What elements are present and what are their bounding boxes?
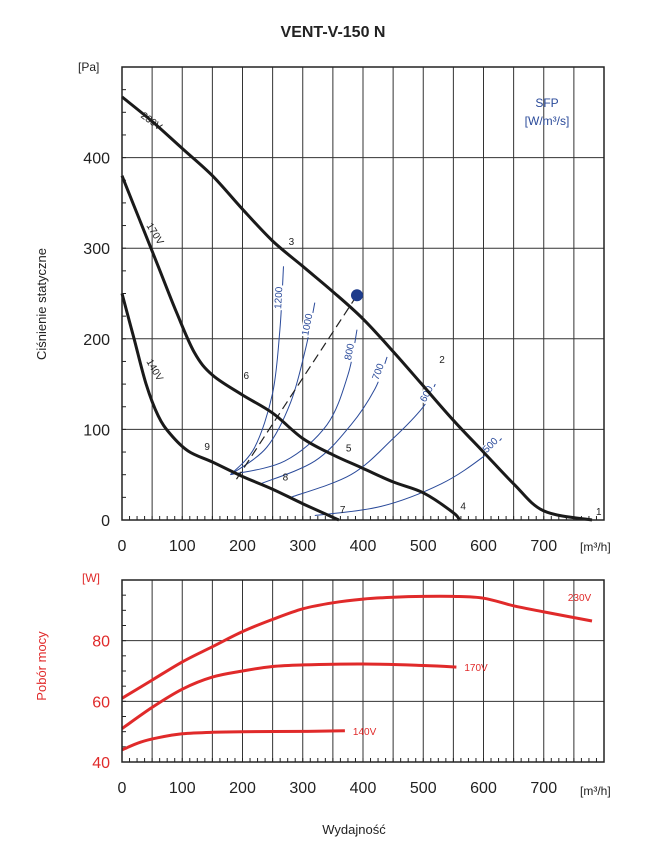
sfp-label-bg [300, 311, 316, 338]
x-tick-label: 100 [169, 538, 196, 555]
y-tick-label: 100 [83, 422, 110, 439]
y-tick-label: 200 [83, 332, 110, 349]
sfp-label-bg [370, 360, 388, 383]
power-unit: [W] [82, 571, 100, 585]
x-axis-label: Wydajność [322, 822, 386, 837]
fan-curve-140V [120, 293, 340, 522]
pressure-y-tick-labels: 0 100 200 300 400 [83, 151, 110, 530]
pressure-x-tick-labels: 0 100 200 300 400 500 600 700 [118, 538, 558, 555]
power-curve-label: 230V [568, 593, 592, 604]
power-curve-170V [121, 662, 457, 730]
x-tick-label: 500 [410, 780, 437, 797]
power-series: 230V 170V 140V [121, 593, 593, 752]
x-tick-label: 0 [118, 780, 127, 797]
x-tick-label: 700 [530, 780, 557, 797]
y-tick-label: 80 [92, 634, 110, 651]
sfp-label-bg [342, 341, 358, 363]
sfp-curve-500 [314, 438, 502, 516]
power-curve-label: 170V [464, 663, 488, 674]
pressure-grid [122, 67, 604, 520]
sfp-label-bg [417, 383, 437, 406]
x-tick-label: 400 [350, 538, 377, 555]
pressure-x-unit: [m³/h] [580, 540, 611, 554]
operating-point-label: 6 [243, 371, 249, 382]
x-tick-label: 200 [229, 538, 256, 555]
x-tick-label: 400 [350, 780, 377, 797]
x-tick-label: 100 [169, 780, 196, 797]
sfp-label: 1200 [273, 286, 285, 309]
chart-title: VENT-V-150 N [281, 24, 386, 41]
y-tick-label: 300 [83, 241, 110, 258]
fan-curve-label: 140V [144, 357, 165, 383]
working-point-marker [350, 289, 363, 302]
sfp-title: SFP [535, 96, 558, 110]
sfp-label: 1000 [300, 312, 315, 336]
x-tick-label: 600 [470, 780, 497, 797]
power-x-tick-labels: 0 100 200 300 400 500 600 700 [118, 780, 558, 797]
power-chart: 230V 170V 140V 0 100 200 300 400 500 600 700 40 60… [34, 571, 611, 798]
operating-point-label: 4 [460, 502, 466, 513]
pressure-frame [121, 66, 605, 521]
pressure-unit: [Pa] [78, 60, 99, 74]
sfp-label-bg [273, 285, 286, 311]
sfp-label-bg [480, 434, 502, 457]
x-tick-label: 200 [229, 780, 256, 797]
operating-point-label: 7 [340, 505, 346, 516]
power-x-unit: [m³/h] [580, 784, 611, 798]
power-grid [122, 580, 604, 762]
fan-curve-230V [121, 95, 593, 522]
fan-curve-170V [120, 175, 461, 521]
x-tick-label: 300 [289, 780, 316, 797]
power-y-label: Pobór mocy [34, 631, 49, 701]
x-tick-label: 600 [470, 538, 497, 555]
y-tick-label: 400 [83, 151, 110, 168]
operating-point-label: 3 [289, 237, 295, 248]
sfp-curve-1200 [230, 266, 284, 476]
operating-point-label: 5 [346, 444, 352, 455]
x-tick-label: 500 [410, 538, 437, 555]
power-frame [121, 579, 605, 763]
sfp-unit: [W/m³/s] [525, 114, 570, 128]
power-curve-label: 140V [353, 727, 377, 738]
y-tick-label: 40 [92, 755, 110, 772]
x-tick-label: 700 [530, 538, 557, 555]
x-tick-label: 0 [118, 538, 127, 555]
pressure-y-label: Ciśnienie statyczne [34, 248, 49, 360]
operating-point-label: 1 [596, 507, 602, 518]
y-tick-label: 60 [92, 694, 110, 711]
operating-point-label: 2 [439, 355, 445, 366]
operating-point-label: 8 [283, 473, 289, 484]
power-curve-230V [121, 594, 593, 700]
operating-points: 1 2 3 4 5 6 7 8 9 [204, 237, 602, 518]
power-y-tick-labels: 40 60 80 [92, 634, 110, 772]
sfp-curve-800 [230, 329, 358, 476]
operating-point-label: 9 [204, 442, 210, 453]
x-tick-label: 300 [289, 538, 316, 555]
y-tick-label: 0 [101, 513, 110, 530]
power-curve-140V [121, 729, 345, 752]
dashed-working-line [235, 294, 358, 480]
sfp-label: 800 [343, 342, 357, 361]
